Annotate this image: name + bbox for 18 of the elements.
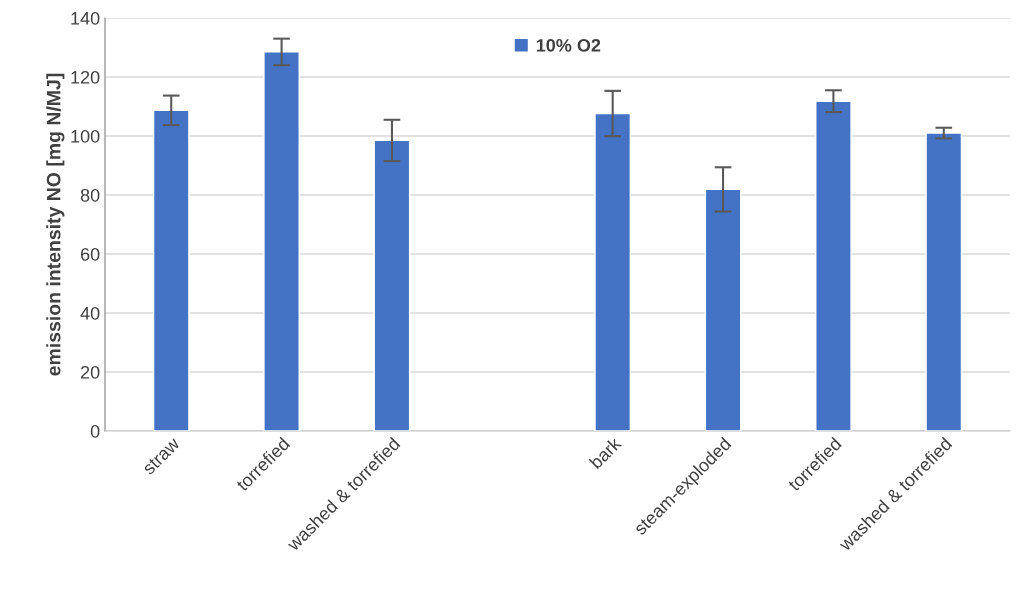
bar: [594, 112, 632, 431]
y-tick-label: 120: [71, 70, 100, 84]
bar: [925, 132, 963, 431]
y-tick-label: 80: [80, 188, 100, 202]
bar: [815, 100, 852, 431]
bar: [263, 51, 300, 431]
legend-label: 10% O2: [536, 38, 601, 52]
y-tick-label: 20: [80, 365, 100, 379]
bar: [152, 109, 190, 431]
y-tick-label: 0: [90, 424, 100, 438]
y-tick-label: 140: [71, 11, 100, 25]
x-tick-label: bark: [588, 435, 623, 470]
y-tick-label: 60: [80, 247, 100, 261]
y-tick-label: 100: [71, 129, 100, 143]
bar: [373, 139, 411, 431]
y-axis-title: emission intensity NO [mg N/MJ]: [46, 73, 65, 376]
bar: [704, 188, 742, 431]
y-tick-label: 40: [80, 306, 100, 320]
